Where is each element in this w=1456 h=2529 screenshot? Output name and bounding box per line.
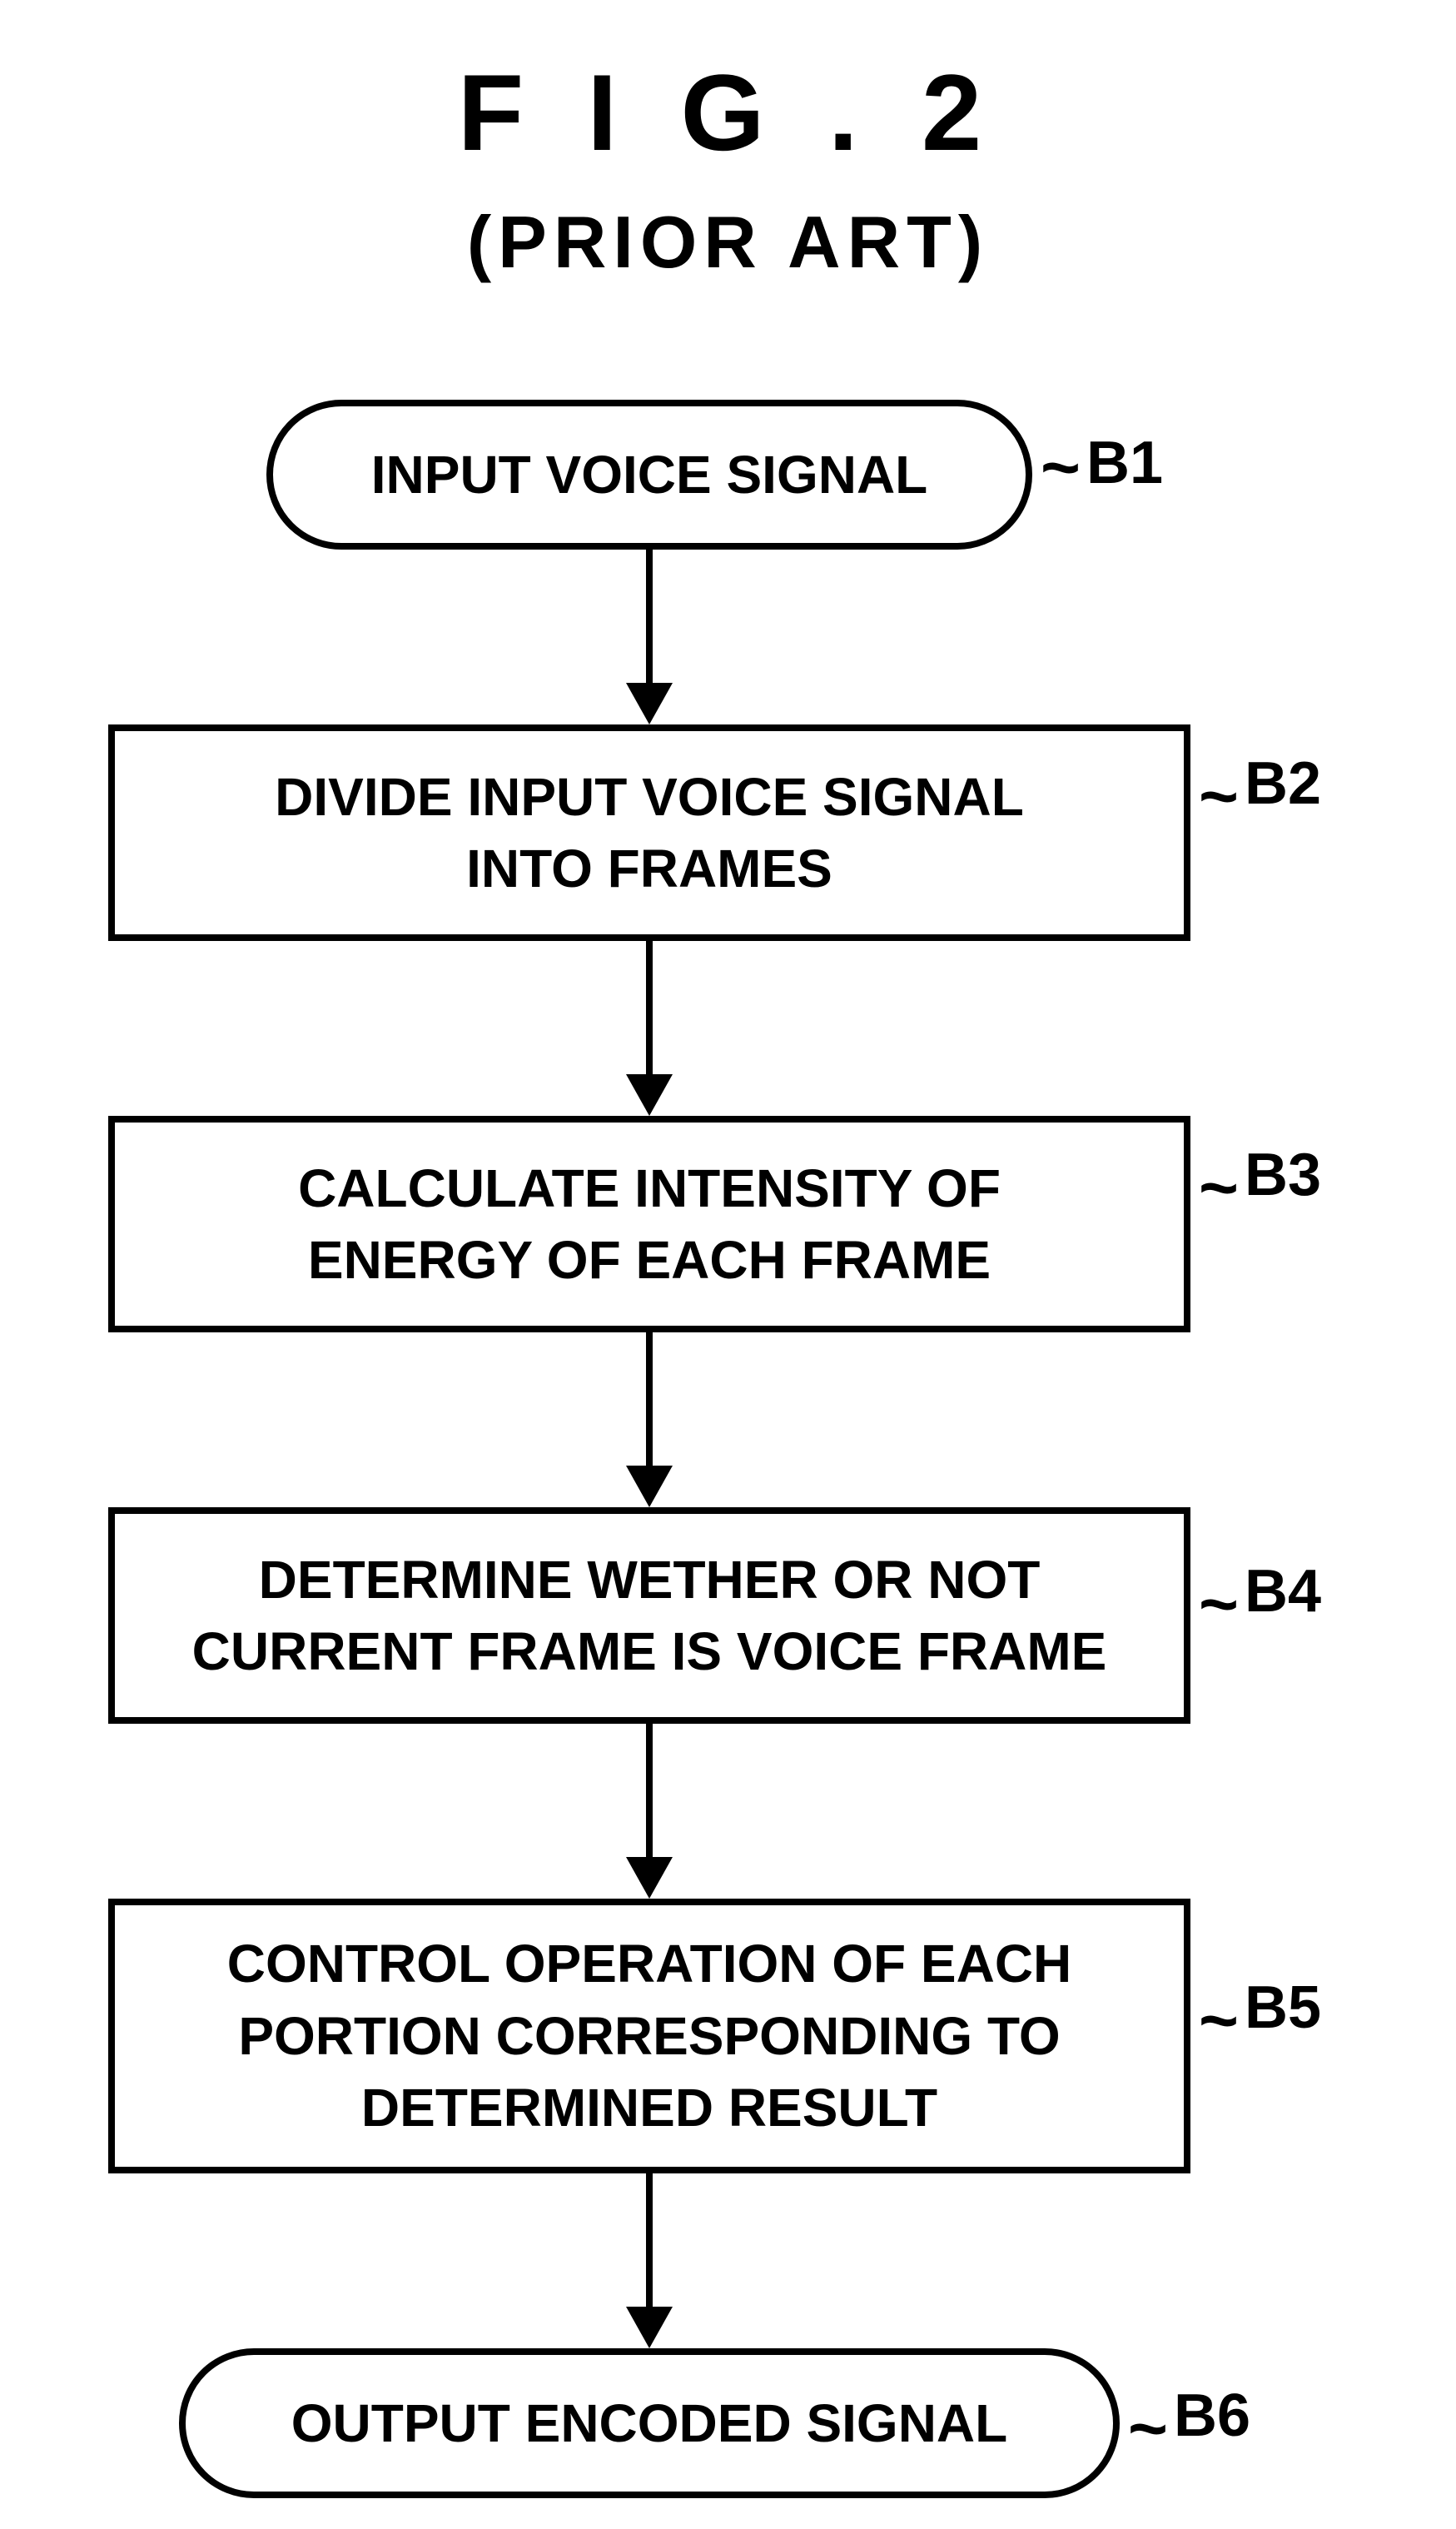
flow-node-text-b2: DIVIDE INPUT VOICE SIGNALINTO FRAMES (275, 761, 1024, 905)
tilde-b5: ~ (1199, 1982, 1239, 2060)
flow-node-label-b6: B6 (1174, 2382, 1250, 2450)
flow-node-b5: CONTROL OPERATION OF EACHPORTION CORRESP… (108, 1899, 1190, 2173)
flow-node-b1: INPUT VOICE SIGNAL (266, 400, 1032, 550)
flow-node-b3: CALCULATE INTENSITY OFENERGY OF EACH FRA… (108, 1116, 1190, 1332)
flow-node-b4: DETERMINE WETHER OR NOTCURRENT FRAME IS … (108, 1507, 1190, 1724)
figure-title-line2: (PRIOR ART) (0, 200, 1456, 285)
tilde-b4: ~ (1199, 1566, 1239, 1644)
arrow-head-icon (626, 1857, 673, 1899)
flow-node-text-b4: DETERMINE WETHER OR NOTCURRENT FRAME IS … (192, 1544, 1107, 1688)
figure-title-line2-text: (PRIOR ART) (467, 201, 989, 283)
flow-node-label-b4: B4 (1245, 1557, 1321, 1625)
tilde-b1: ~ (1041, 429, 1081, 507)
flow-node-text-b1: INPUT VOICE SIGNAL (371, 439, 928, 510)
arrow-head-icon (626, 2307, 673, 2348)
arrow-b4-b5 (624, 1724, 674, 1899)
flow-node-b2: DIVIDE INPUT VOICE SIGNALINTO FRAMES (108, 724, 1190, 941)
arrow-shaft (646, 941, 653, 1078)
flow-node-text-b6: OUTPUT ENCODED SIGNAL (291, 2387, 1007, 2459)
flow-node-b6: OUTPUT ENCODED SIGNAL (179, 2348, 1120, 2498)
arrow-b1-b2 (624, 550, 674, 724)
flow-node-text-b3: CALCULATE INTENSITY OFENERGY OF EACH FRA… (298, 1152, 1001, 1297)
arrow-shaft (646, 1332, 653, 1470)
arrow-shaft (646, 2173, 653, 2311)
arrow-head-icon (626, 683, 673, 724)
tilde-b2: ~ (1199, 758, 1239, 836)
flow-node-text-b5: CONTROL OPERATION OF EACHPORTION CORRESP… (227, 1928, 1072, 2143)
arrow-b5-b6 (624, 2173, 674, 2348)
arrow-b2-b3 (624, 941, 674, 1116)
tilde-b3: ~ (1199, 1149, 1239, 1227)
flow-node-label-b1: B1 (1086, 429, 1163, 497)
figure-title-line1-text: F I G . 2 (458, 52, 999, 173)
arrow-shaft (646, 1724, 653, 1861)
arrow-head-icon (626, 1074, 673, 1116)
figure-title-line1: F I G . 2 (0, 50, 1456, 175)
flow-node-label-b3: B3 (1245, 1141, 1321, 1209)
tilde-b6: ~ (1128, 2390, 1168, 2468)
arrow-b3-b4 (624, 1332, 674, 1507)
arrow-head-icon (626, 1466, 673, 1507)
flow-node-label-b5: B5 (1245, 1974, 1321, 2042)
flow-node-label-b2: B2 (1245, 749, 1321, 818)
arrow-shaft (646, 550, 653, 687)
